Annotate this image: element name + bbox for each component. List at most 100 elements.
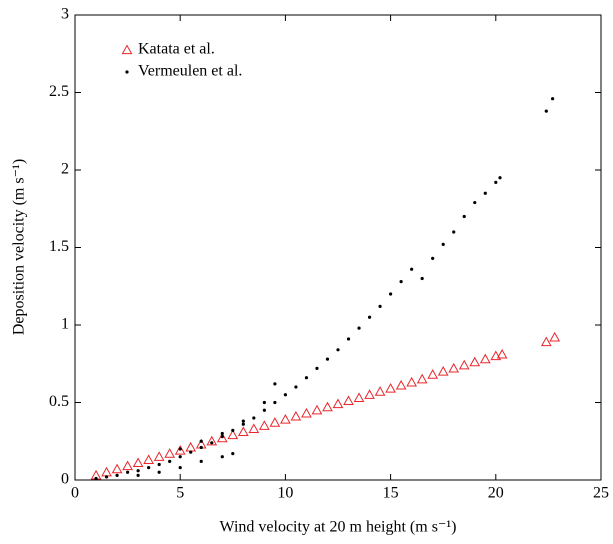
triangle-marker xyxy=(416,373,428,384)
dot-marker xyxy=(294,385,298,389)
dot-marker xyxy=(544,109,548,113)
triangle-marker xyxy=(301,407,312,418)
triangle-marker xyxy=(353,392,365,402)
triangle-marker xyxy=(437,365,449,376)
dot-marker xyxy=(273,400,277,405)
y-tick-label: 2 xyxy=(61,161,69,178)
dot-marker xyxy=(189,450,193,454)
dot-marker xyxy=(147,466,151,470)
dot-marker xyxy=(220,435,224,439)
triangle-marker xyxy=(185,441,197,452)
dot-marker xyxy=(441,242,445,246)
y-axis-label: Deposition velocity (m s⁻¹) xyxy=(11,159,28,335)
dot-marker xyxy=(315,366,319,370)
dot-marker xyxy=(462,214,466,219)
dot-marker xyxy=(378,304,382,308)
dot-marker xyxy=(199,439,203,443)
triangle-marker xyxy=(280,414,291,424)
y-tick-label: 0 xyxy=(61,471,69,488)
dot-marker xyxy=(231,428,235,432)
y-tick-label: 1.5 xyxy=(49,238,69,255)
dot-marker xyxy=(199,459,203,463)
triangle-marker xyxy=(248,423,260,433)
triangle-marker xyxy=(122,460,133,471)
triangle-marker xyxy=(311,404,323,415)
dot-marker xyxy=(126,470,130,474)
x-tick-label: 25 xyxy=(593,485,609,502)
dot-marker xyxy=(494,180,498,184)
triangle-marker xyxy=(121,44,133,55)
dot-marker xyxy=(304,376,309,380)
triangle-marker xyxy=(111,463,123,474)
dot-marker xyxy=(389,292,393,296)
dot-marker xyxy=(220,455,224,459)
dot-marker xyxy=(104,475,109,479)
legend-label: Katata et al. xyxy=(138,41,215,58)
dot-marker xyxy=(157,470,161,474)
dot-marker xyxy=(357,326,361,330)
dot-marker xyxy=(346,337,351,341)
dot-marker xyxy=(231,452,235,456)
dot-marker xyxy=(115,473,119,477)
x-tick-label: 15 xyxy=(383,485,399,502)
triangle-marker xyxy=(490,350,502,361)
triangle-marker xyxy=(540,336,552,347)
dot-marker xyxy=(94,476,98,481)
triangle-marker xyxy=(269,417,281,427)
legend-label: Vermeulen et al. xyxy=(138,63,242,80)
triangle-marker xyxy=(216,432,228,443)
dot-marker xyxy=(178,447,182,451)
dot-marker xyxy=(273,382,277,386)
dot-marker xyxy=(498,176,502,180)
dot-marker xyxy=(452,230,456,234)
dot-marker xyxy=(336,348,340,352)
dot-marker xyxy=(551,97,555,101)
triangle-marker xyxy=(458,359,470,370)
triangle-marker xyxy=(237,426,249,437)
triangle-marker xyxy=(406,376,417,387)
triangle-marker xyxy=(364,389,375,399)
dot-marker xyxy=(473,200,477,205)
x-tick-label: 5 xyxy=(176,485,184,502)
dot-marker xyxy=(410,267,414,271)
y-tick-label: 0.5 xyxy=(49,393,69,410)
dot-marker xyxy=(241,419,245,423)
triangle-marker xyxy=(469,356,481,367)
triangle-marker xyxy=(549,331,561,342)
dot-marker xyxy=(483,191,487,195)
dot-marker xyxy=(241,422,245,426)
triangle-marker xyxy=(227,429,239,440)
triangle-marker xyxy=(385,383,396,393)
triangle-marker xyxy=(153,451,165,461)
triangle-marker xyxy=(322,401,333,412)
triangle-marker xyxy=(332,398,344,409)
triangle-marker xyxy=(101,466,112,477)
legend-dot xyxy=(125,70,129,74)
dot-marker xyxy=(178,466,182,470)
dot-marker xyxy=(199,445,203,450)
x-tick-label: 10 xyxy=(277,485,293,502)
dot-marker xyxy=(157,462,161,467)
dot-marker xyxy=(262,408,266,412)
triangle-marker xyxy=(206,435,218,446)
triangle-marker xyxy=(427,369,439,379)
dot-marker xyxy=(210,441,214,445)
triangle-marker xyxy=(448,362,460,373)
triangle-marker xyxy=(164,448,176,458)
x-tick-label: 20 xyxy=(488,485,504,502)
triangle-marker xyxy=(343,395,354,406)
y-tick-label: 3 xyxy=(61,6,69,23)
dot-marker xyxy=(136,473,140,477)
triangle-marker xyxy=(174,445,186,455)
triangle-marker xyxy=(479,353,491,364)
dot-marker xyxy=(262,400,266,405)
dot-marker xyxy=(220,431,224,436)
dot-marker xyxy=(325,357,330,361)
dot-marker xyxy=(178,455,182,459)
x-tick-label: 0 xyxy=(71,485,79,502)
triangle-marker xyxy=(143,454,154,464)
dot-marker xyxy=(283,393,287,397)
y-tick-label: 1 xyxy=(61,316,69,333)
triangle-marker xyxy=(259,420,270,430)
